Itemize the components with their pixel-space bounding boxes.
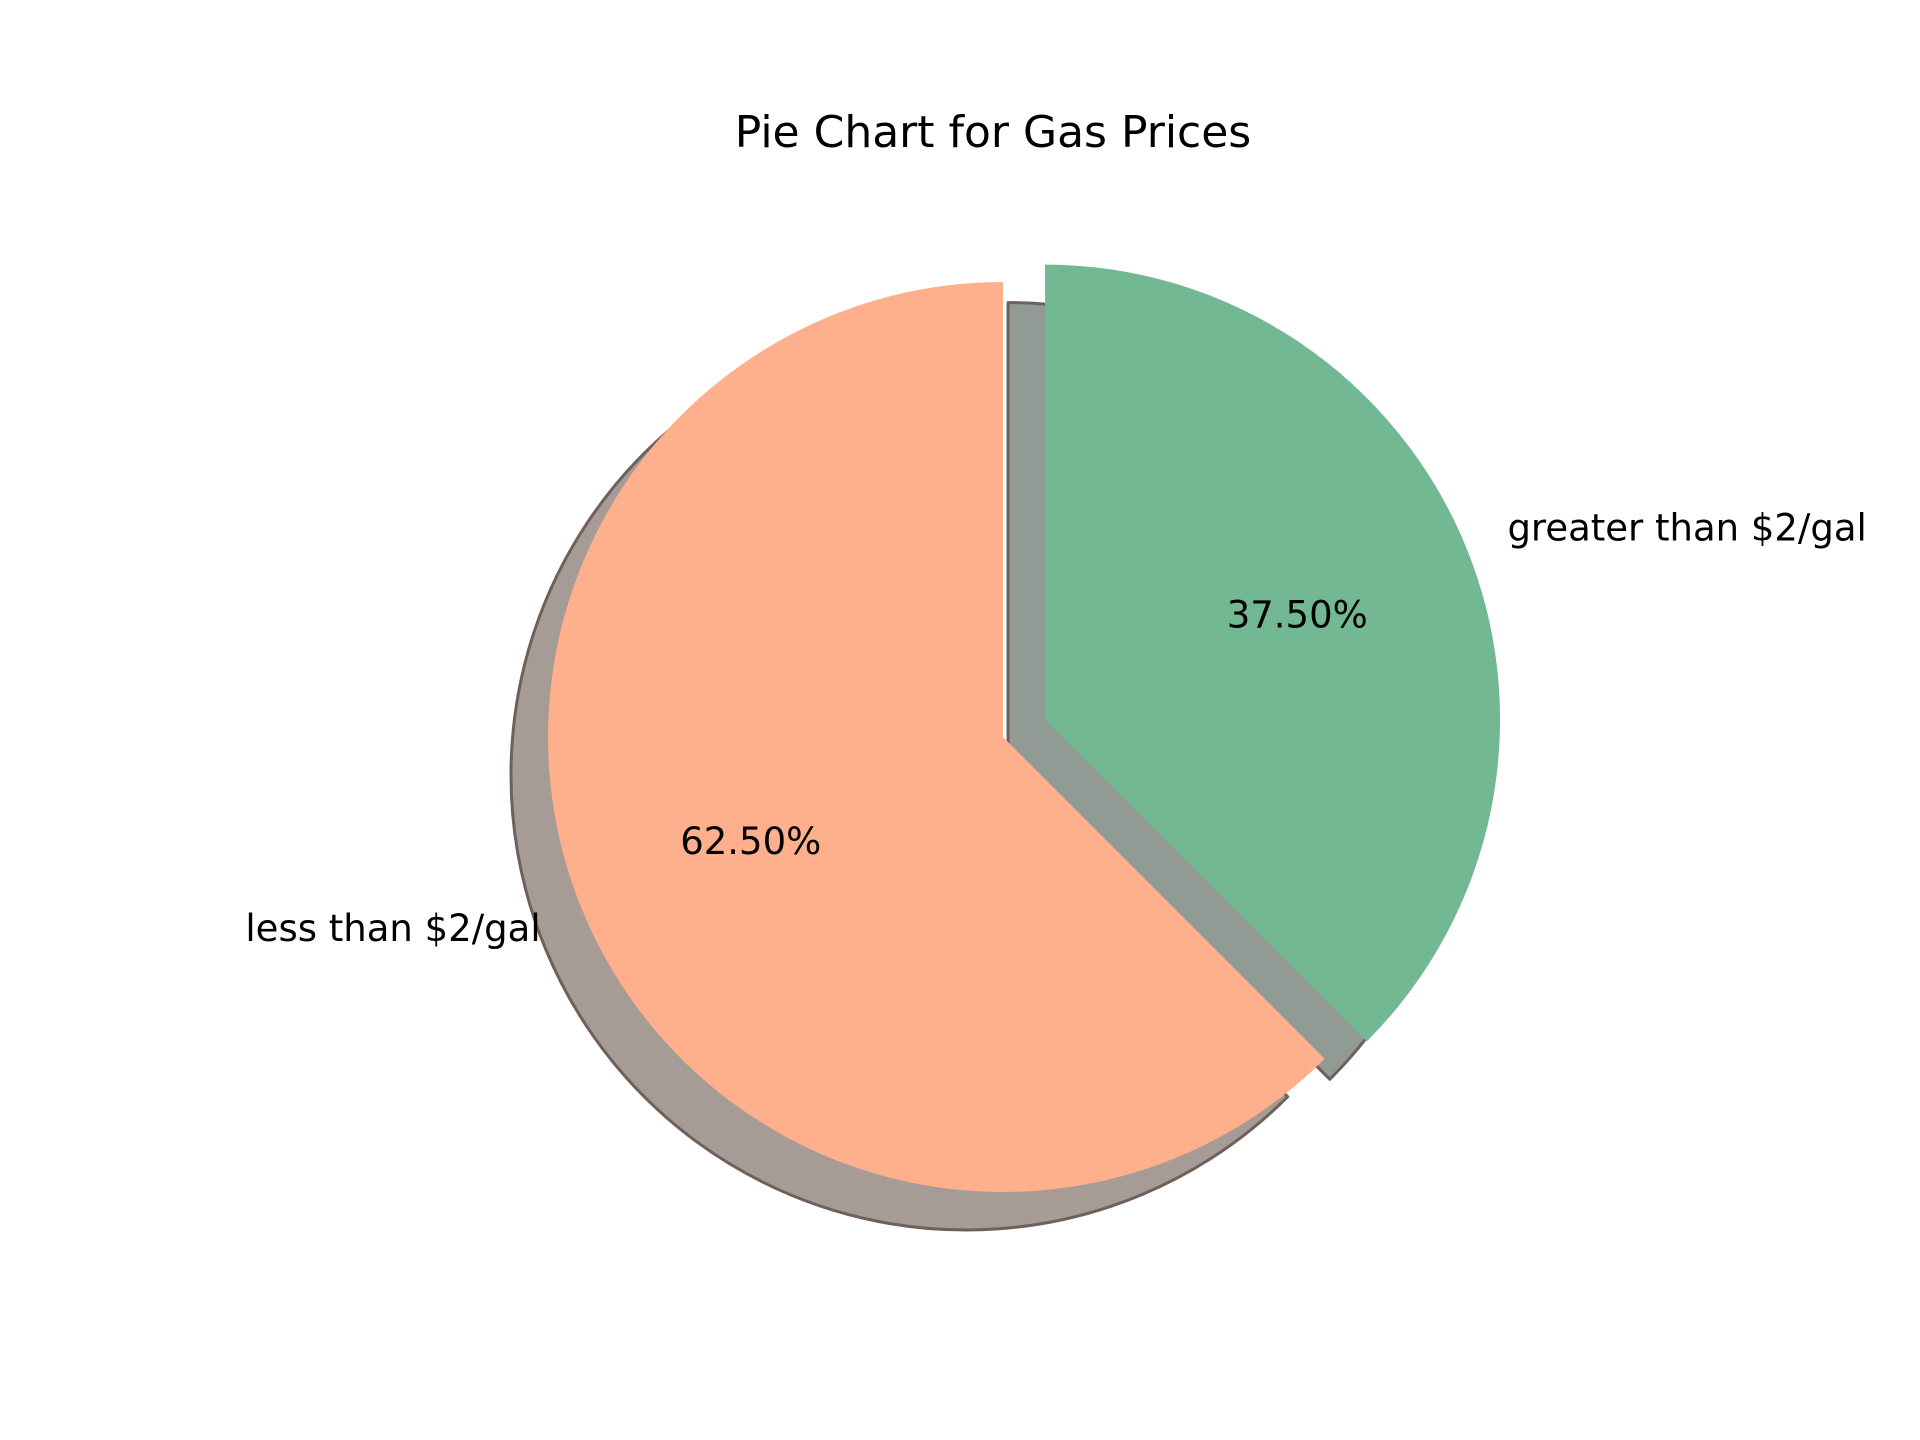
pie-pct-label-greater-than-2-gal: 37.50% [1227,594,1368,637]
pie-slice-less-than-2-gal [548,282,1325,1192]
pie-category-label-greater-than-2-gal: greater than $2/gal [1507,507,1866,550]
pie-slice-layer [548,264,1501,1192]
pie-pct-label-less-than-2-gal: 62.50% [680,820,821,863]
pie-label-layer: 37.50% greater than $2/gal 62.50% less than… [245,507,1866,950]
pie-category-label-less-than-2-gal: less than $2/gal [245,907,540,950]
chart-title: Pie Chart for Gas Prices [735,107,1251,158]
pie-slice-greater-than-2-gal [1045,264,1501,1042]
